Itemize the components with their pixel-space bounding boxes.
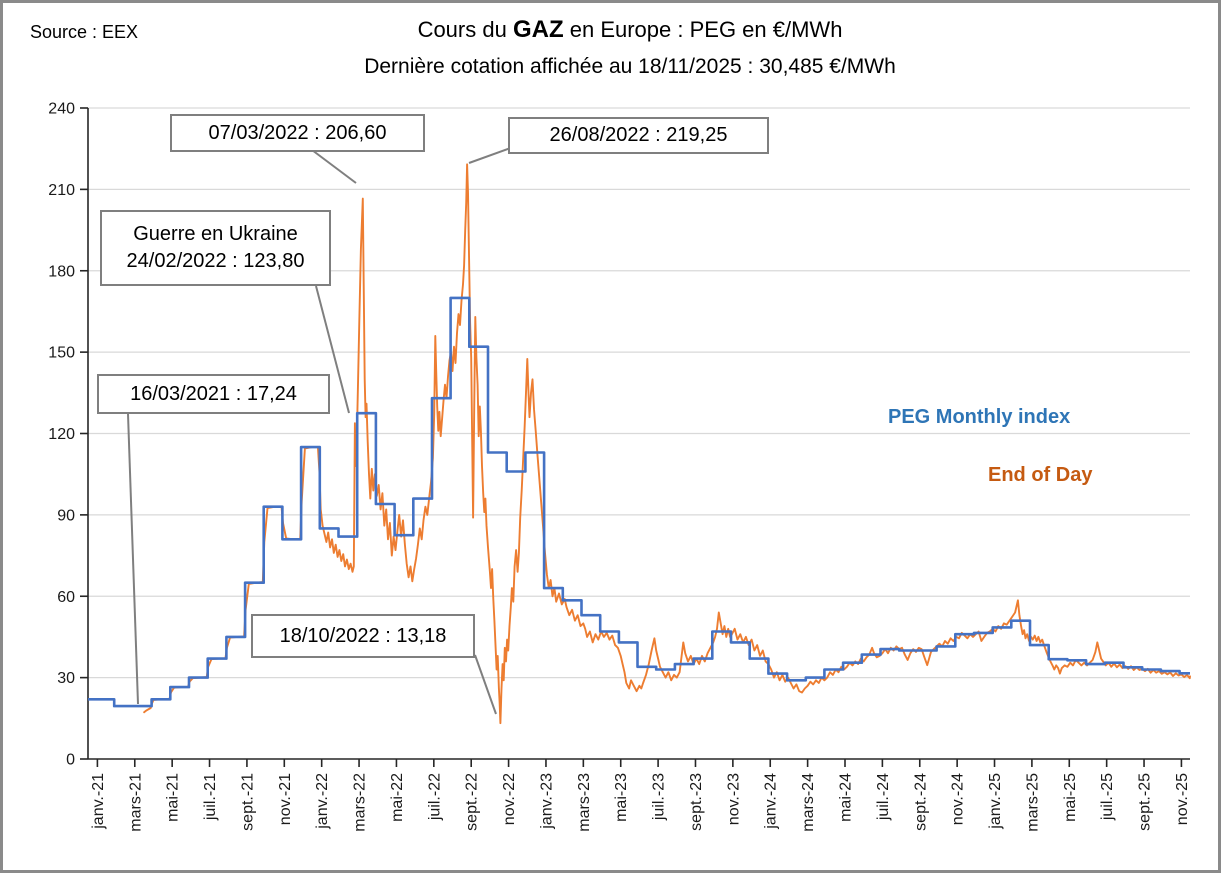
series-group [88,163,1191,725]
y-axis-label-240: 240 [48,101,75,118]
y-axis-label-90: 90 [57,507,75,524]
x-axis-label-juil.-22: juil.-22 [426,773,443,821]
annotation-leader-18/10/2022 [474,654,497,715]
peg-monthly-index-line [88,296,1190,708]
x-axis-label-janv.-22: janv.-22 [314,773,331,830]
x-axis-label-mars-22: mars-22 [352,773,369,832]
x-axis-label-mars-25: mars-25 [1024,773,1041,832]
end-of-day-line [143,163,1191,725]
x-axis-label-sept.-25: sept.-25 [1137,773,1154,831]
annotation-callout-16-03-2021: 16/03/2021 : 17,24 [97,374,330,414]
y-axis-label-150: 150 [48,345,75,362]
chart-title-suffix: en Europe : PEG en €/MWh [563,17,843,42]
axes-group: 0 30 60 90 120 150 180 210 240 janv.-21 mars-21 mai… [48,101,1191,832]
y-axis-label-120: 120 [48,426,75,443]
y-axis-label-180: 180 [48,263,75,280]
annotation-leader-24/02/2022 [315,285,350,414]
legend-peg-monthly-index: PEG Monthly index [888,406,1071,428]
y-axis-label-210: 210 [48,182,75,199]
x-axis-label-mars-24: mars-24 [800,773,817,832]
annotation-text: 24/02/2022 : 123,80 [126,250,305,272]
x-axis-label-nov.-24: nov.-24 [950,773,967,825]
x-axis-label-janv.-25: janv.-25 [987,773,1004,830]
annotation-text: 18/10/2022 : 13,18 [279,624,447,647]
annotation-text: Guerre en Ukraine [133,223,298,245]
x-axis-label-juil.-24: juil.-24 [875,773,892,821]
x-axis-label-sept.-24: sept.-24 [912,773,929,831]
x-axis-label-mai-21: mai-21 [165,773,182,822]
annotation-leader-16/03/2021 [127,413,139,705]
annotation-callout-07-03-2022: 07/03/2022 : 206,60 [170,114,425,152]
x-axis-label-janv.-23: janv.-23 [538,773,555,830]
x-axis-label-mai-25: mai-25 [1062,773,1079,822]
chart-title-gaz: GAZ [512,16,564,43]
x-axis-label-nov.-23: nov.-23 [725,773,742,825]
annotation-callout-18-10-2022: 18/10/2022 : 13,18 [251,614,475,658]
annotation-leader-07/03/2022 [311,149,357,184]
x-axis-label-mars-21: mars-21 [127,773,144,832]
annotation-callout-24-02-2022: Guerre en Ukraine 24/02/2022 : 123,80 [100,210,331,286]
x-axis-label-mai-24: mai-24 [838,773,855,822]
title-block: Cours du GAZ en Europe : PEG en €/MWh De… [70,12,1190,83]
x-axis-label-nov.-21: nov.-21 [277,773,294,825]
x-axis-label-mai-22: mai-22 [389,773,406,822]
annotation-callout-26-08-2022: 26/08/2022 : 219,25 [508,117,769,154]
source-label: Source : EEX [30,22,139,42]
annotation-text: 07/03/2022 : 206,60 [208,121,387,144]
chart-title-prefix: Cours du [417,17,513,42]
x-axis-label-sept.-23: sept.-23 [688,773,705,831]
x-axis-label-sept.-22: sept.-22 [464,773,481,831]
x-axis-label-juil.-23: juil.-23 [651,773,668,821]
x-axis-label-juil.-21: juil.-21 [202,773,219,821]
annotation-text: 26/08/2022 : 219,25 [549,124,728,146]
x-axis-label-mai-23: mai-23 [613,773,630,822]
chart-subtitle: Dernière cotation affichée au 18/11/2025… [364,55,896,78]
x-axis-label-juil.-25: juil.-25 [1099,773,1116,821]
x-axis-label-janv.-21: janv.-21 [90,773,107,830]
legend-end-of-day: End of Day [988,464,1093,486]
x-axis-label-sept.-21: sept.-21 [239,773,256,831]
x-axis-label-nov.-22: nov.-22 [501,773,518,825]
x-axis-label-nov.-25: nov.-25 [1174,773,1191,825]
x-axis-label-janv.-24: janv.-24 [763,773,780,830]
chart-title: Cours du GAZ en Europe : PEG en €/MWh [70,12,1190,48]
annotation-text: 16/03/2021 : 17,24 [130,382,297,405]
y-axis-label-30: 30 [57,670,75,687]
y-axis-label-0: 0 [66,752,75,769]
x-axis-label-mars-23: mars-23 [576,773,593,832]
y-axis-label-60: 60 [57,589,75,606]
